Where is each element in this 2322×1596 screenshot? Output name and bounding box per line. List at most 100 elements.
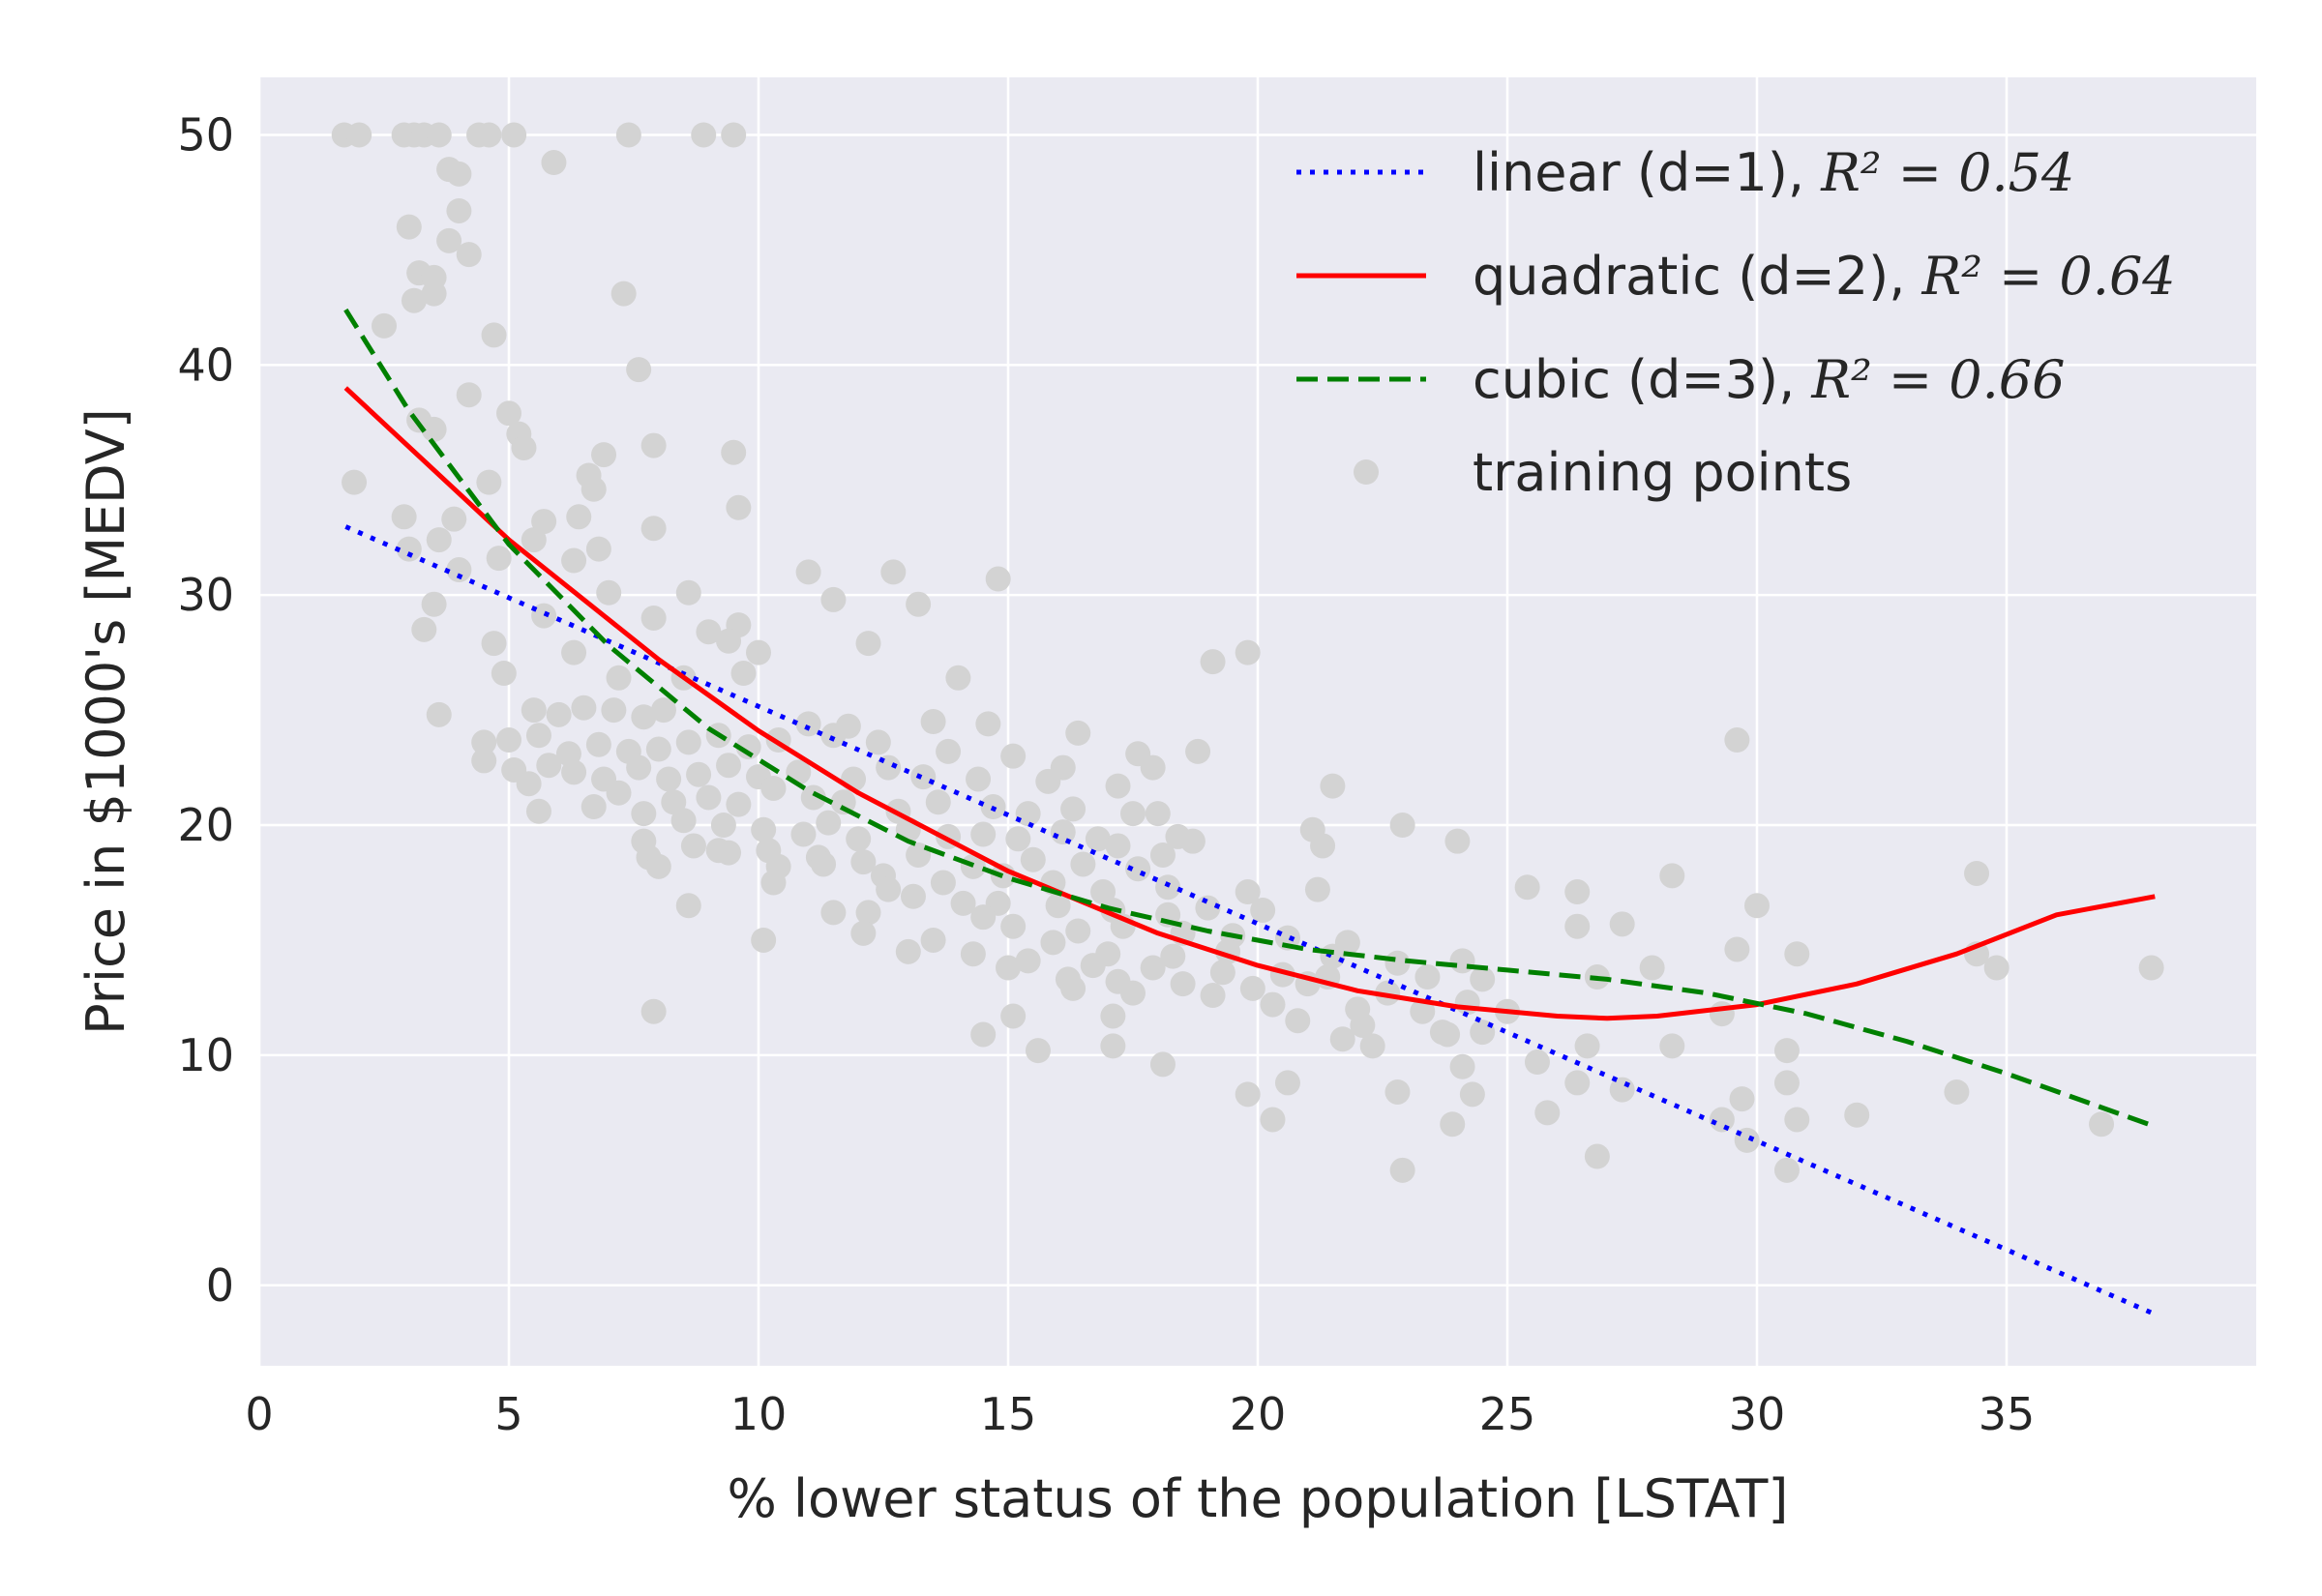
training-point (396, 214, 422, 240)
training-point (716, 753, 742, 779)
training-point (1155, 874, 1181, 901)
training-point (996, 955, 1021, 981)
training-point (585, 536, 611, 562)
training-point (631, 704, 657, 730)
training-point (906, 591, 932, 617)
training-point (1350, 1012, 1376, 1038)
x-tick-label: 10 (730, 1388, 788, 1440)
training-point (966, 766, 992, 792)
training-point (1389, 1157, 1415, 1183)
training-point (1260, 1107, 1286, 1133)
training-point (1179, 828, 1206, 854)
training-point (1015, 801, 1041, 827)
training-point (426, 122, 452, 148)
training-point (1574, 1033, 1600, 1059)
training-point (1359, 1033, 1385, 1059)
training-point (446, 557, 472, 583)
training-point (920, 709, 946, 734)
training-point (846, 826, 872, 852)
training-point (910, 764, 937, 790)
training-point (1514, 874, 1540, 901)
training-point (640, 432, 667, 458)
training-point (730, 661, 757, 687)
training-point (795, 711, 821, 737)
training-point (1120, 801, 1146, 827)
training-point (511, 434, 537, 460)
training-point (876, 876, 902, 902)
training-point (615, 122, 641, 148)
training-point (675, 579, 701, 606)
training-point (696, 619, 722, 645)
training-point (1320, 773, 1346, 799)
training-point (496, 400, 521, 427)
training-point (925, 789, 951, 815)
training-point (1235, 879, 1261, 905)
y-tick-label: 30 (177, 569, 234, 621)
x-tick-label: 25 (1479, 1388, 1536, 1440)
training-point (491, 661, 517, 687)
training-point (1140, 754, 1166, 781)
training-point (631, 801, 657, 827)
training-point (936, 738, 962, 764)
training-point (1709, 1001, 1735, 1027)
training-point (446, 197, 472, 223)
training-point (481, 322, 507, 348)
training-point (735, 734, 761, 760)
training-point (1105, 833, 1131, 859)
training-point (970, 821, 997, 847)
legend: linear (d=1), R² = 0.54 quadratic (d=2), … (1296, 142, 2176, 503)
training-point (1375, 980, 1401, 1006)
training-point (1444, 828, 1471, 854)
training-point (476, 122, 502, 148)
training-point (1274, 1070, 1300, 1096)
training-point (1005, 826, 1031, 852)
training-point (1200, 983, 1226, 1009)
training-point (670, 808, 697, 834)
training-point (1185, 738, 1211, 764)
training-point (571, 695, 597, 721)
training-point (1149, 1051, 1176, 1078)
training-point (481, 631, 507, 657)
training-point (521, 527, 547, 553)
training-point (516, 771, 542, 797)
training-point (1060, 975, 1087, 1001)
training-point (1724, 936, 1750, 962)
training-point (1000, 1003, 1027, 1029)
training-point (546, 701, 572, 727)
solid-fit-line (343, 386, 2156, 1021)
training-point (1724, 727, 1750, 754)
x-tick-label: 30 (1729, 1388, 1786, 1440)
legend-entry-label: quadratic (d=2), R² = 0.64 (1473, 246, 2176, 307)
training-point (2138, 955, 2164, 981)
training-point (751, 816, 777, 842)
training-point (970, 1021, 997, 1048)
training-point (1659, 1033, 1685, 1059)
training-point (1250, 898, 1276, 924)
training-point (691, 122, 717, 148)
training-point (411, 616, 437, 642)
training-point (855, 631, 881, 657)
training-point (1100, 1003, 1126, 1029)
y-axis-ticks: 0 10 20 30 40 50 (177, 108, 234, 1311)
training-point (1983, 955, 2009, 981)
x-tick-label: 20 (1230, 1388, 1287, 1440)
x-tick-label: 0 (245, 1388, 273, 1440)
y-tick-label: 50 (177, 108, 234, 161)
training-point (696, 784, 722, 811)
training-point (1524, 1049, 1550, 1076)
legend-training-points-marker (1354, 459, 1379, 485)
training-point (1285, 1008, 1311, 1034)
training-point (1784, 941, 1810, 967)
training-point (945, 665, 971, 691)
training-point (721, 439, 747, 465)
training-point (1045, 893, 1071, 919)
training-point (1209, 960, 1235, 986)
training-point (471, 729, 497, 755)
training-point (1100, 1033, 1126, 1059)
training-point (501, 122, 527, 148)
training-point (1050, 754, 1076, 781)
training-point (850, 920, 877, 946)
training-point (650, 697, 676, 724)
training-point (850, 849, 877, 875)
